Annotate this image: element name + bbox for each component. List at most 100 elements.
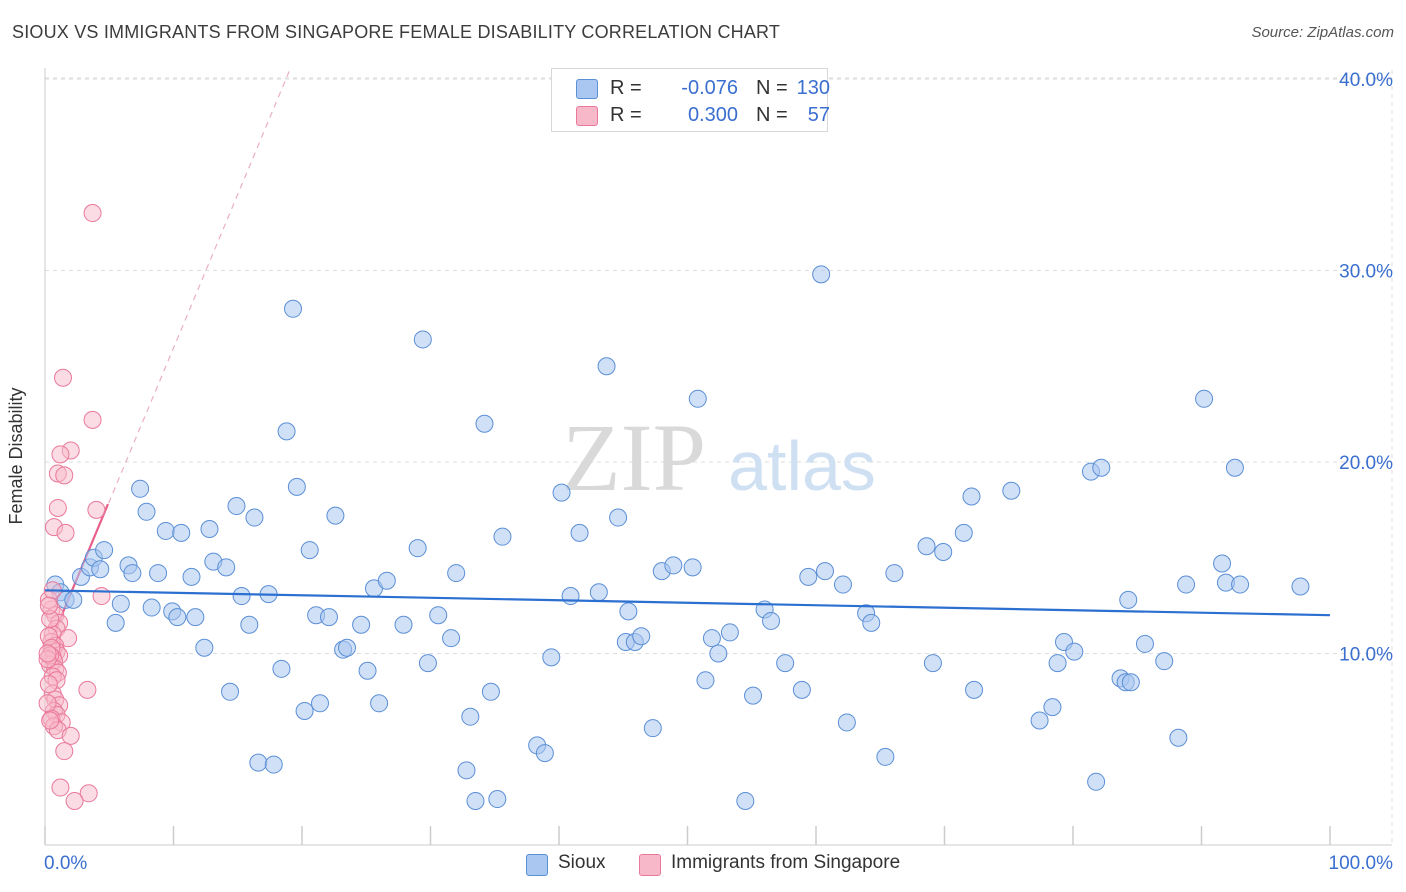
n-value: 130 xyxy=(796,77,830,99)
sioux-point xyxy=(1119,590,1138,609)
sioux-point xyxy=(1225,458,1244,477)
sioux-point xyxy=(488,790,507,809)
singapore-point xyxy=(79,784,98,803)
sioux-point xyxy=(632,627,651,646)
axes xyxy=(44,68,1392,846)
sioux-point xyxy=(720,623,739,642)
n-value: 57 xyxy=(807,104,830,126)
sioux-point xyxy=(287,477,306,496)
sioux-point xyxy=(561,587,580,606)
sioux-point xyxy=(815,562,834,581)
sioux-point xyxy=(1231,575,1250,594)
sioux-point xyxy=(570,523,589,542)
sioux-point xyxy=(149,564,168,583)
chart-title: SIOUX VS IMMIGRANTS FROM SINGAPORE FEMAL… xyxy=(12,22,781,42)
sioux-point xyxy=(272,659,291,678)
sioux-point xyxy=(429,606,448,625)
singapore-point xyxy=(83,410,102,429)
sioux-point xyxy=(589,583,608,602)
sioux-point xyxy=(300,541,319,560)
sioux-point xyxy=(954,523,973,542)
sioux-point xyxy=(461,707,480,726)
sioux-point xyxy=(295,701,314,720)
singapore-swatch xyxy=(576,106,598,126)
sioux-points xyxy=(46,265,1310,810)
sioux-point xyxy=(542,648,561,667)
sioux-point xyxy=(1291,577,1310,596)
sioux-point xyxy=(885,564,904,583)
sioux-point xyxy=(172,523,191,542)
singapore-point xyxy=(65,791,84,810)
sioux-point xyxy=(1048,654,1067,673)
sioux-point xyxy=(696,671,715,690)
sioux-point xyxy=(352,615,371,634)
singapore-point xyxy=(51,778,70,797)
sioux-point xyxy=(221,682,240,701)
sioux-point xyxy=(862,613,881,632)
sioux-point xyxy=(1177,575,1196,594)
sioux-point xyxy=(812,265,831,284)
y-tick-label: 40.0% xyxy=(1339,70,1393,91)
singapore-point xyxy=(56,523,75,542)
sioux-point xyxy=(1065,642,1084,661)
x-tick-label: 0.0% xyxy=(44,853,87,874)
r-value: 0.300 xyxy=(687,104,738,126)
sioux-point xyxy=(917,537,936,556)
singapore-point xyxy=(51,445,70,464)
sioux-point xyxy=(131,479,150,498)
singapore-point xyxy=(92,587,111,606)
sioux-point xyxy=(200,520,219,539)
sioux-point xyxy=(1195,389,1214,408)
singapore-point xyxy=(39,596,58,615)
sioux-point xyxy=(106,613,125,632)
sioux-point xyxy=(227,497,246,516)
sioux-point xyxy=(156,521,175,540)
sioux-point xyxy=(1169,728,1188,747)
sioux-point xyxy=(168,608,187,627)
sioux-point xyxy=(934,543,953,562)
sioux-point xyxy=(217,558,236,577)
singapore-point xyxy=(41,711,60,730)
sioux-point xyxy=(664,556,683,575)
sioux-point xyxy=(609,508,628,527)
singapore-point xyxy=(55,466,74,485)
singapore-point xyxy=(38,694,57,713)
stats-legend: R = -0.076 N = 130 R = 0.300 N = 57 xyxy=(551,68,830,132)
sioux-point xyxy=(1135,634,1154,653)
watermark-atlas: atlas xyxy=(728,427,876,505)
n-label: N = xyxy=(756,77,788,99)
sioux-point xyxy=(493,527,512,546)
sioux-point xyxy=(792,680,811,699)
sioux-point xyxy=(249,753,268,772)
r-label: R = xyxy=(610,104,642,126)
sioux-point xyxy=(744,686,763,705)
legend-label: Sioux xyxy=(558,852,606,873)
sioux-point xyxy=(736,791,755,810)
sioux-trend xyxy=(44,589,1331,617)
sioux-point xyxy=(457,761,476,780)
sioux-point xyxy=(552,483,571,502)
sioux-point xyxy=(310,694,329,713)
sioux-point xyxy=(413,330,432,349)
sioux-point xyxy=(481,682,500,701)
sioux-point xyxy=(277,422,296,441)
sioux-point xyxy=(466,791,485,810)
sioux-point xyxy=(377,571,396,590)
sioux-point xyxy=(837,713,856,732)
r-label: R = xyxy=(610,77,642,99)
singapore-point xyxy=(55,742,74,761)
sioux-point xyxy=(111,594,130,613)
sioux-point xyxy=(284,299,303,318)
singapore-points xyxy=(38,204,111,810)
sioux-swatch xyxy=(576,79,598,99)
singapore-point xyxy=(87,500,106,519)
sioux-point xyxy=(688,389,707,408)
sioux-point xyxy=(240,615,259,634)
sioux-point xyxy=(370,694,389,713)
grid-lines xyxy=(45,70,1393,845)
watermark: ZIP atlas xyxy=(562,404,876,511)
sioux-trend-line xyxy=(44,589,1331,617)
y-tick-label: 30.0% xyxy=(1339,262,1393,283)
axis-labels: 10.0% 20.0% 30.0% 40.0% 0.0% 100.0% xyxy=(44,70,1393,874)
sioux-point xyxy=(64,590,83,609)
